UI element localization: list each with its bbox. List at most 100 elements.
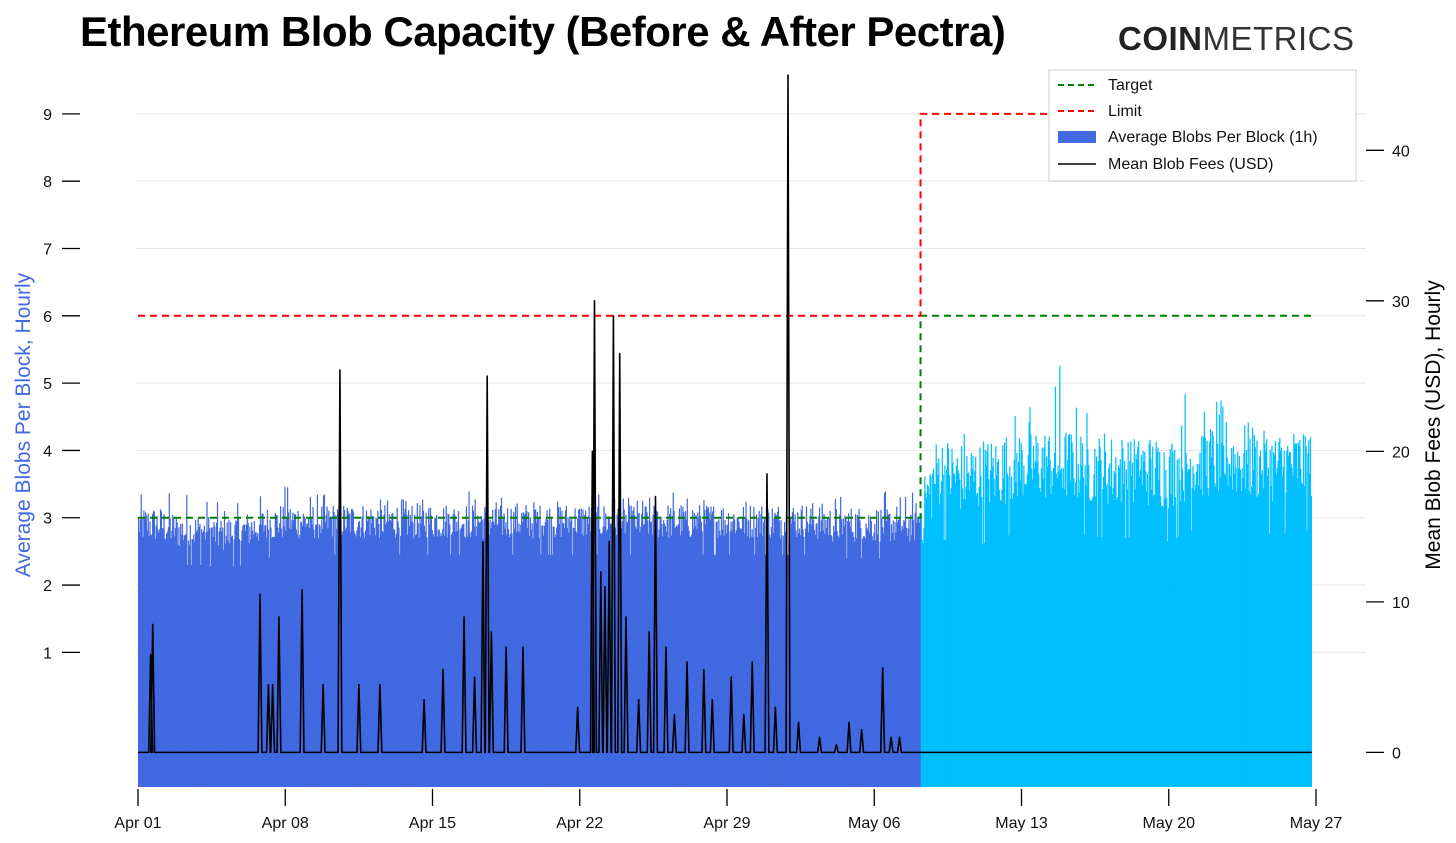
blob-bar: [1038, 473, 1040, 787]
blob-bar: [1261, 470, 1263, 787]
blob-bar: [731, 530, 733, 787]
blob-bar: [189, 525, 191, 787]
blob-bar: [549, 554, 552, 787]
blob-bar: [451, 532, 454, 787]
blob-bar: [745, 501, 747, 787]
blob-bar: [649, 522, 652, 787]
blob-bar: [170, 538, 172, 787]
blob-bar: [140, 494, 142, 787]
blob-bar: [252, 534, 255, 787]
blob-bar: [718, 519, 720, 787]
blob-bar: [531, 523, 533, 787]
blob-bar: [255, 531, 257, 787]
blob-bar: [1039, 491, 1042, 787]
blob-bar: [322, 495, 325, 787]
blob-bar: [436, 515, 438, 787]
blob-bar: [835, 508, 837, 787]
blob-bar: [1131, 475, 1133, 787]
blob-bar: [777, 506, 780, 787]
blob-bar: [1259, 450, 1262, 787]
blob-bar: [874, 524, 876, 787]
blob-bar: [575, 531, 577, 787]
blob-bar: [1203, 411, 1206, 787]
blob-bar: [376, 519, 378, 787]
blob-bar: [977, 506, 979, 787]
blob-bar: [1010, 498, 1012, 787]
blob-bar: [871, 536, 873, 787]
blob-bar: [719, 531, 721, 787]
blob-bar: [253, 520, 255, 787]
blob-bar: [798, 533, 800, 787]
blob-bar: [496, 525, 498, 787]
blob-bar: [1086, 412, 1088, 787]
blob-bar: [418, 537, 420, 787]
blob-bar: [799, 535, 801, 787]
blob-bar: [771, 508, 773, 787]
y-right-tick-label: 10: [1392, 595, 1410, 612]
blob-bar: [515, 531, 517, 787]
blob-bar: [676, 525, 678, 787]
blob-bar: [1193, 474, 1195, 787]
blob-bar: [914, 512, 916, 787]
blob-bar: [447, 513, 449, 787]
blob-bar: [295, 529, 297, 787]
blob-bar: [711, 514, 713, 787]
blob-bar: [757, 518, 759, 787]
blob-bar: [1263, 430, 1265, 787]
blob-bar: [816, 523, 818, 787]
blob-bar: [685, 519, 688, 787]
blob-bar: [468, 491, 470, 787]
blob-bar: [1198, 463, 1200, 787]
blob-bar: [815, 524, 817, 787]
blob-bar: [837, 535, 839, 787]
blob-bar: [1150, 458, 1152, 787]
blob-bar: [577, 518, 579, 787]
blob-bar: [965, 486, 967, 787]
blob-bar: [446, 537, 448, 787]
blob-bar: [720, 510, 723, 787]
blob-bar: [644, 506, 646, 787]
blob-bar: [677, 526, 679, 787]
blob-bar: [359, 537, 361, 787]
blob-bar: [454, 515, 456, 787]
blob-bar: [663, 520, 665, 787]
blob-bar: [1129, 461, 1131, 787]
blob-bar: [932, 473, 934, 787]
blob-bar: [542, 535, 545, 787]
blob-bar: [668, 537, 670, 787]
blob-bar: [294, 514, 297, 787]
blob-bar: [184, 534, 186, 787]
blob-bar: [774, 512, 776, 787]
blob-bar: [290, 528, 292, 787]
blob-bar: [499, 518, 501, 787]
blob-bar: [1275, 474, 1277, 787]
blob-bar: [408, 526, 411, 787]
blob-bar: [845, 517, 847, 787]
blob-bar: [821, 503, 823, 787]
blob-bar: [226, 522, 228, 787]
blob-bar: [1202, 436, 1205, 787]
blob-bar: [552, 526, 554, 787]
blob-bar: [393, 528, 395, 787]
blob-bar: [781, 535, 783, 787]
blob-bar: [349, 513, 351, 787]
blob-bar: [1176, 459, 1178, 787]
blob-bar: [848, 521, 851, 787]
blob-bar: [1226, 457, 1228, 787]
blob-bar: [1054, 386, 1057, 787]
blob-bar: [420, 523, 422, 787]
blob-bar: [681, 530, 683, 787]
blob-bar: [865, 523, 867, 787]
blob-bar: [900, 531, 902, 787]
blob-bar: [1179, 479, 1181, 787]
blob-bar: [975, 495, 978, 787]
blob-bar: [1245, 449, 1248, 787]
blob-bar: [1051, 470, 1053, 787]
blob-bar: [542, 525, 544, 787]
blob-bar: [706, 508, 709, 787]
blob-bar: [1046, 456, 1048, 787]
blob-bar: [997, 459, 1000, 787]
blob-bar: [1173, 505, 1175, 787]
blob-bar: [154, 538, 156, 787]
